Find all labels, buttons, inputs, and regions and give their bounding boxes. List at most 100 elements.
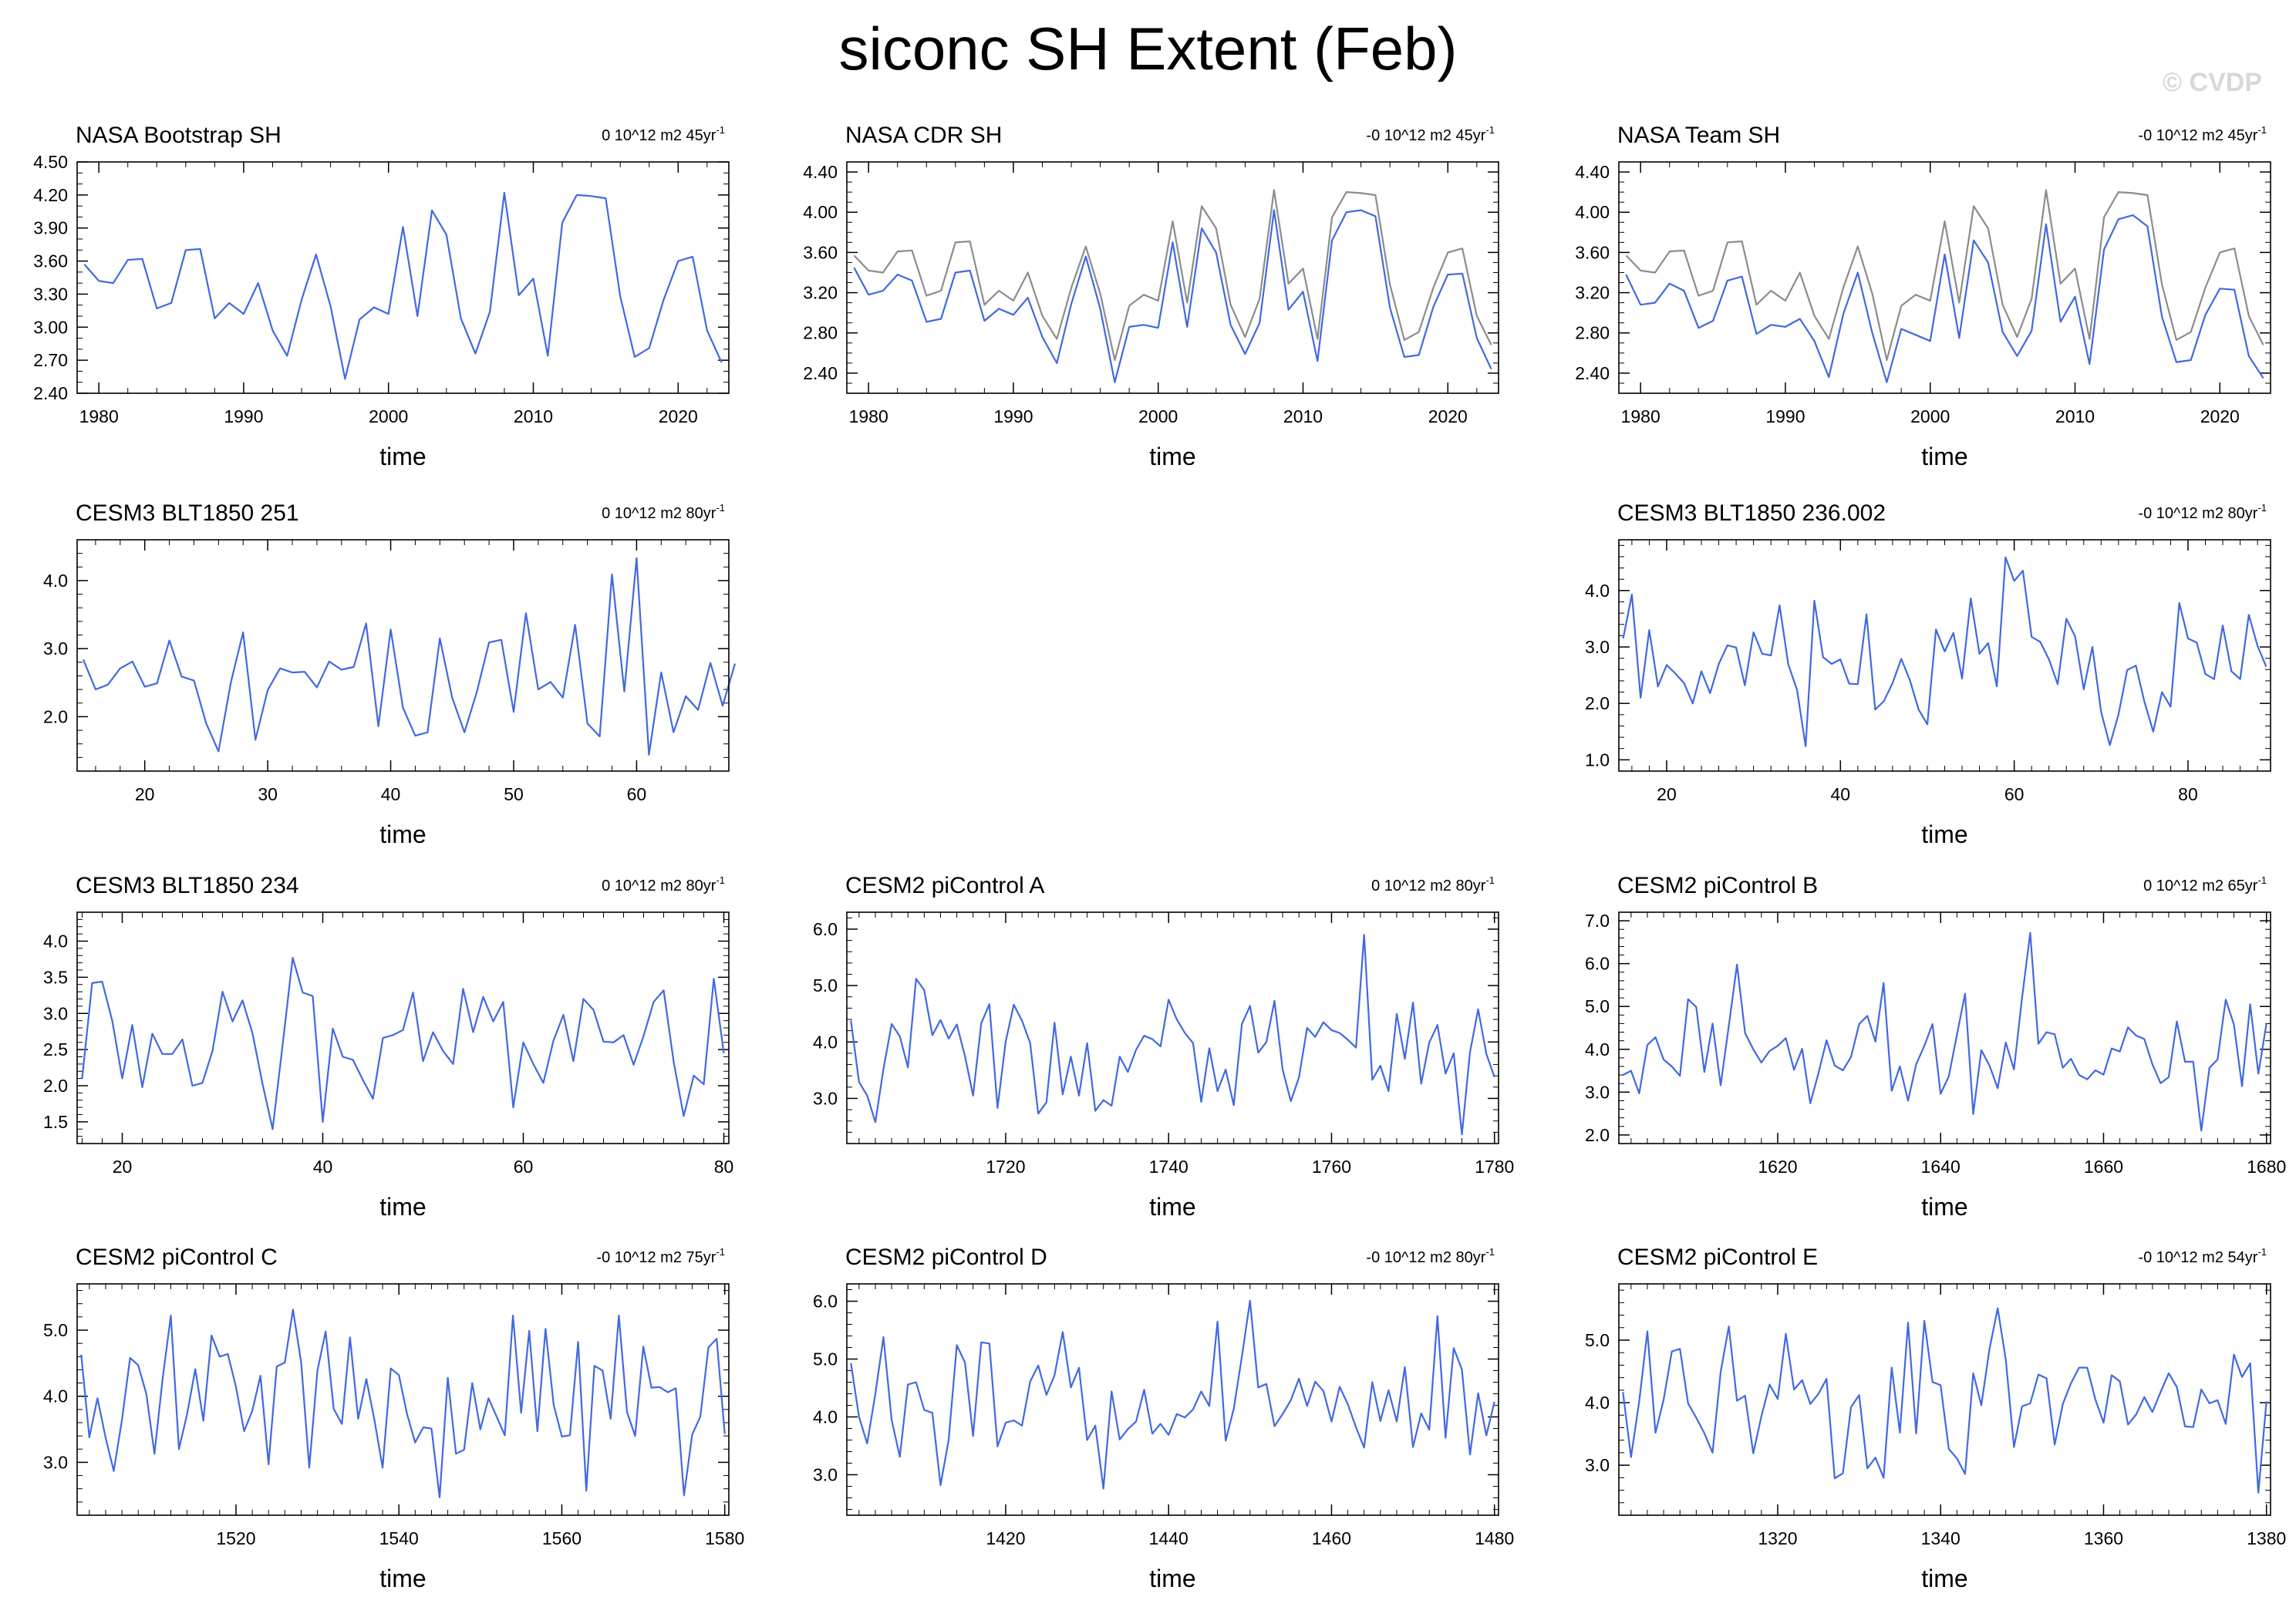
x-tick-label: 1360: [2084, 1528, 2123, 1548]
x-tick-label: 1320: [1758, 1528, 1797, 1548]
trend-annotation: -0 10^12 m2 54yr-1: [2138, 1246, 2267, 1266]
x-tick-label: 1990: [224, 406, 263, 426]
y-tick-label: 4.0: [43, 1386, 68, 1406]
x-tick-label: 1990: [1765, 406, 1805, 426]
y-tick-label: 3.0: [1585, 1082, 1610, 1102]
x-tick-label: 60: [2004, 784, 2025, 804]
y-tick-label: 3.0: [43, 638, 68, 659]
plot-frame: [846, 1283, 1499, 1516]
y-tick-label: 2.0: [1585, 693, 1610, 713]
panel-title: CESM3 BLT1850 236.002: [1617, 500, 1886, 526]
x-tick-label: 40: [313, 1157, 333, 1177]
y-tick-label: 3.60: [33, 251, 68, 271]
x-tick-label: 1980: [849, 406, 888, 426]
x-tick-label: 1740: [1149, 1157, 1188, 1177]
x-tick-label: 1460: [1312, 1528, 1351, 1548]
y-tick-label: 2.80: [803, 323, 838, 343]
y-tick-label: 4.0: [813, 1407, 838, 1427]
y-tick-label: 3.20: [1575, 283, 1610, 303]
y-tick-label: 7.0: [1585, 911, 1610, 931]
y-tick-label: 3.20: [803, 283, 838, 303]
x-tick-label: 2010: [2055, 406, 2095, 426]
panel-title: NASA Bootstrap SH: [76, 123, 282, 148]
x-tick-label: 40: [1831, 784, 1851, 804]
y-tick-label: 3.0: [43, 1452, 68, 1472]
x-axis-label: time: [379, 820, 426, 848]
series-line-nasa-cdr-sh: [853, 209, 1492, 383]
y-tick-label: 2.40: [1575, 363, 1610, 383]
y-tick-label: 3.30: [33, 284, 68, 304]
trend-annotation: 0 10^12 m2 80yr-1: [602, 874, 725, 894]
y-tick-label: 3.0: [43, 1003, 68, 1023]
y-tick-label: 6.0: [813, 919, 838, 939]
x-tick-label: 2020: [2200, 406, 2240, 426]
x-tick-label: 30: [258, 784, 278, 804]
x-axis-label: time: [1921, 443, 1967, 470]
series-line-cesm2-picontrol-e: [1622, 1307, 2267, 1494]
x-axis-label: time: [1921, 1565, 1967, 1592]
y-tick-label: 5.0: [813, 975, 838, 995]
plot-frame: [1618, 161, 2271, 394]
x-tick-label: 1380: [2247, 1528, 2286, 1548]
x-tick-label: 50: [504, 784, 524, 804]
trend-annotation: -0 10^12 m2 75yr-1: [596, 1246, 725, 1266]
x-tick-label: 2020: [659, 406, 698, 426]
series-line-nasa-bootstrap-sh-reference-: [1625, 189, 2264, 362]
y-tick-label: 2.0: [43, 706, 68, 726]
series-line-cesm3-blt1850-236-002: [1622, 556, 2267, 747]
panel-title: CESM2 piControl D: [845, 1245, 1047, 1270]
x-tick-label: 1580: [705, 1528, 744, 1548]
trend-annotation: -0 10^12 m2 80yr-1: [2138, 502, 2267, 522]
x-tick-label: 1520: [216, 1528, 255, 1548]
y-tick-label: 2.5: [43, 1039, 68, 1059]
y-tick-label: 4.00: [803, 202, 838, 222]
series-line-cesm2-picontrol-a: [850, 934, 1495, 1136]
trend-annotation: 0 10^12 m2 65yr-1: [2143, 874, 2267, 894]
plot-frame: [1618, 539, 2271, 772]
plot-frame: [846, 161, 1499, 394]
panel-title: CESM2 piControl C: [76, 1245, 278, 1270]
x-tick-label: 1480: [1475, 1528, 1514, 1548]
y-tick-label: 4.0: [1585, 1393, 1610, 1413]
y-tick-label: 2.40: [33, 383, 68, 403]
x-tick-label: 2010: [1283, 406, 1323, 426]
x-tick-label: 1780: [1475, 1157, 1514, 1177]
y-tick-label: 4.00: [1575, 202, 1610, 222]
series-line-nasa-team-sh: [1625, 214, 2264, 383]
x-tick-label: 60: [627, 784, 647, 804]
x-tick-label: 1440: [1149, 1528, 1188, 1548]
x-tick-label: 2000: [369, 406, 408, 426]
x-tick-label: 1680: [2247, 1157, 2286, 1177]
x-tick-label: 80: [714, 1157, 734, 1177]
y-tick-label: 3.5: [43, 967, 68, 987]
x-tick-label: 1560: [542, 1528, 582, 1548]
y-tick-label: 3.0: [1585, 637, 1610, 657]
y-tick-label: 4.0: [813, 1032, 838, 1052]
y-tick-label: 4.0: [1585, 1039, 1610, 1059]
x-tick-label: 2010: [514, 406, 553, 426]
panel-title: CESM2 piControl A: [845, 873, 1044, 898]
x-tick-label: 1420: [986, 1528, 1025, 1548]
x-tick-label: 1980: [79, 406, 119, 426]
y-tick-label: 1.0: [1585, 750, 1610, 770]
x-tick-label: 1340: [1921, 1528, 1961, 1548]
x-tick-label: 80: [2178, 784, 2198, 804]
panel-title: NASA Team SH: [1617, 123, 1780, 148]
x-tick-label: 2000: [1910, 406, 1950, 426]
trend-annotation: -0 10^12 m2 45yr-1: [2138, 124, 2267, 144]
panel-title: CESM3 BLT1850 251: [76, 500, 299, 526]
x-axis-label: time: [1921, 1193, 1967, 1221]
y-tick-label: 3.0: [813, 1088, 838, 1108]
plot-frame: [76, 1283, 730, 1516]
y-tick-label: 3.60: [1575, 242, 1610, 262]
y-tick-label: 4.50: [33, 152, 68, 172]
x-tick-label: 2000: [1138, 406, 1178, 426]
x-tick-label: 40: [381, 784, 401, 804]
y-tick-label: 5.0: [43, 1320, 68, 1340]
trend-annotation: -0 10^12 m2 45yr-1: [1366, 124, 1495, 144]
